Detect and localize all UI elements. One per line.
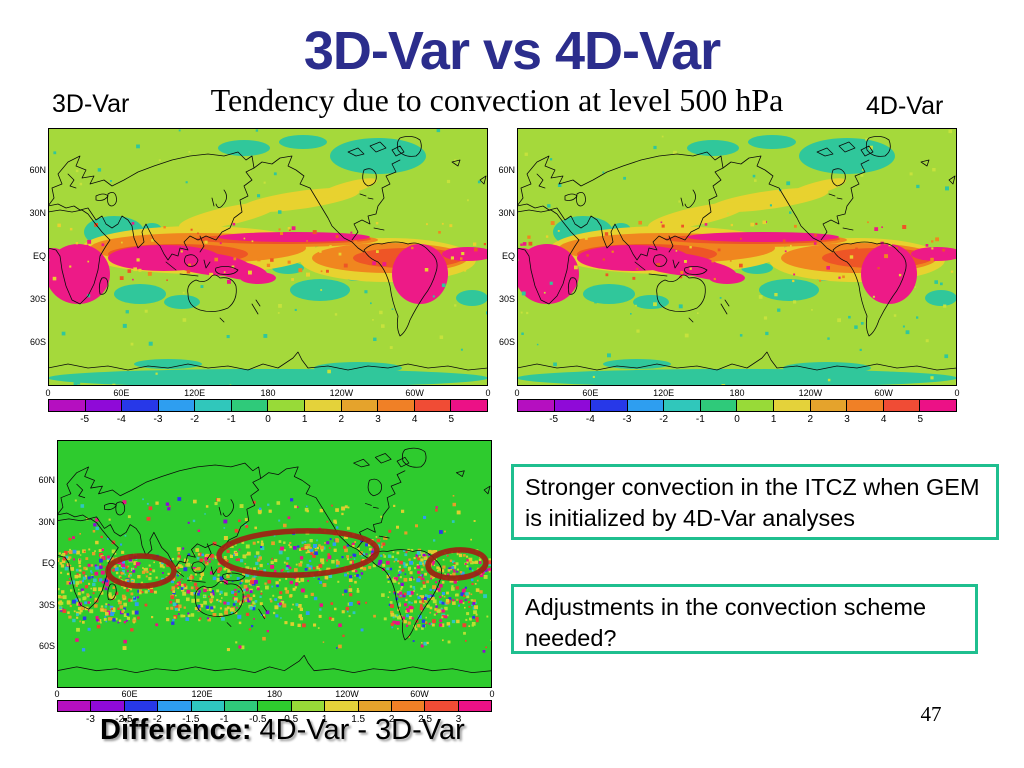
lat-tick-label: EQ — [32, 251, 46, 261]
lat-tick-label: 30S — [29, 294, 46, 304]
difference-caption: Difference: 4D-Var - 3D-Var — [100, 714, 465, 747]
lon-tick-label: 60E — [121, 689, 138, 699]
itcz-highlight-ellipse-pacific — [216, 528, 380, 578]
map-4dvar — [517, 128, 957, 386]
lon-tick-label: 0 — [489, 689, 495, 699]
slide-subtitle: Tendency due to convection at level 500 … — [210, 82, 784, 118]
lat-tick-label: 60S — [38, 641, 55, 651]
lat-tick-label: EQ — [41, 558, 55, 568]
lon-tick-label: 60W — [410, 689, 429, 699]
lon-tick-label: 120W — [798, 388, 823, 398]
callout-itcz: Stronger convection in the ITCZ when GEM… — [511, 464, 999, 540]
lon-tick-label: 180 — [266, 689, 283, 699]
callout-adjustments: Adjustments in the convection scheme nee… — [511, 584, 978, 654]
lon-tick-label: 0 — [514, 388, 520, 398]
lon-tick-label: 0 — [954, 388, 960, 398]
itcz-highlight-ellipse-atlantic — [425, 547, 489, 581]
lat-tick-label: 60N — [38, 475, 55, 485]
lon-tick-label: 0 — [485, 388, 491, 398]
colorbar-tendency-4dvar: -5 -4 -3 -2 -1 0 1 2 3 4 5 — [517, 399, 957, 426]
lat-tick-label: 60S — [498, 337, 515, 347]
colorbar-tendency-3dvar-strip — [48, 399, 488, 412]
colorbar-difference: -3 -2.5 -2 -1.5 -1 -0.5 0.5 1 1.5 2 2.5 3 — [57, 700, 492, 726]
lon-tick-label: 120E — [191, 689, 213, 699]
lat-tick-label: EQ — [501, 251, 515, 261]
lon-tick-label: 60E — [113, 388, 130, 398]
lon-tick-label: 180 — [729, 388, 745, 398]
page-number: 47 — [920, 702, 942, 726]
page-title: 3D-Var vs 4D-Var — [303, 21, 721, 81]
lat-tick-label: 60S — [29, 337, 46, 347]
itcz-highlight-ellipse-indian — [105, 553, 177, 589]
lon-tick-label: 180 — [260, 388, 276, 398]
lon-tick-label: 60W — [405, 388, 424, 398]
lon-tick-label: 120W — [335, 689, 359, 699]
lon-tick-label: 60W — [874, 388, 893, 398]
difference-caption-rest: 4D-Var - 3D-Var — [251, 714, 465, 746]
map-difference — [57, 440, 492, 688]
difference-caption-lead: Difference: — [100, 714, 252, 746]
lon-tick-label: 0 — [54, 689, 60, 699]
colorbar-difference-strip — [57, 700, 492, 712]
lat-tick-label: 60N — [29, 165, 46, 175]
lat-tick-label: 60N — [498, 165, 515, 175]
map-noise-texture — [520, 129, 957, 386]
lon-tick-label: 120E — [184, 388, 206, 398]
lat-tick-label: 30N — [498, 208, 515, 218]
colorbar-tendency-3dvar: -5 -4 -3 -2 -1 0 1 2 3 4 5 — [48, 399, 488, 426]
lat-tick-label: 30S — [498, 294, 515, 304]
lon-tick-label: 60E — [582, 388, 599, 398]
map-noise-texture — [52, 128, 488, 386]
panel-label-3dvar: 3D-Var — [52, 90, 130, 118]
map-3dvar — [48, 128, 488, 386]
lon-tick-label: 120W — [329, 388, 354, 398]
lat-tick-label: 30N — [29, 208, 46, 218]
colorbar-tendency-4dvar-strip — [517, 399, 957, 412]
lon-tick-label: 120E — [653, 388, 675, 398]
lon-tick-label: 0 — [45, 388, 51, 398]
lat-tick-label: 30N — [38, 517, 55, 527]
panel-label-4dvar: 4D-Var — [866, 92, 944, 120]
lat-tick-label: 30S — [38, 600, 55, 610]
